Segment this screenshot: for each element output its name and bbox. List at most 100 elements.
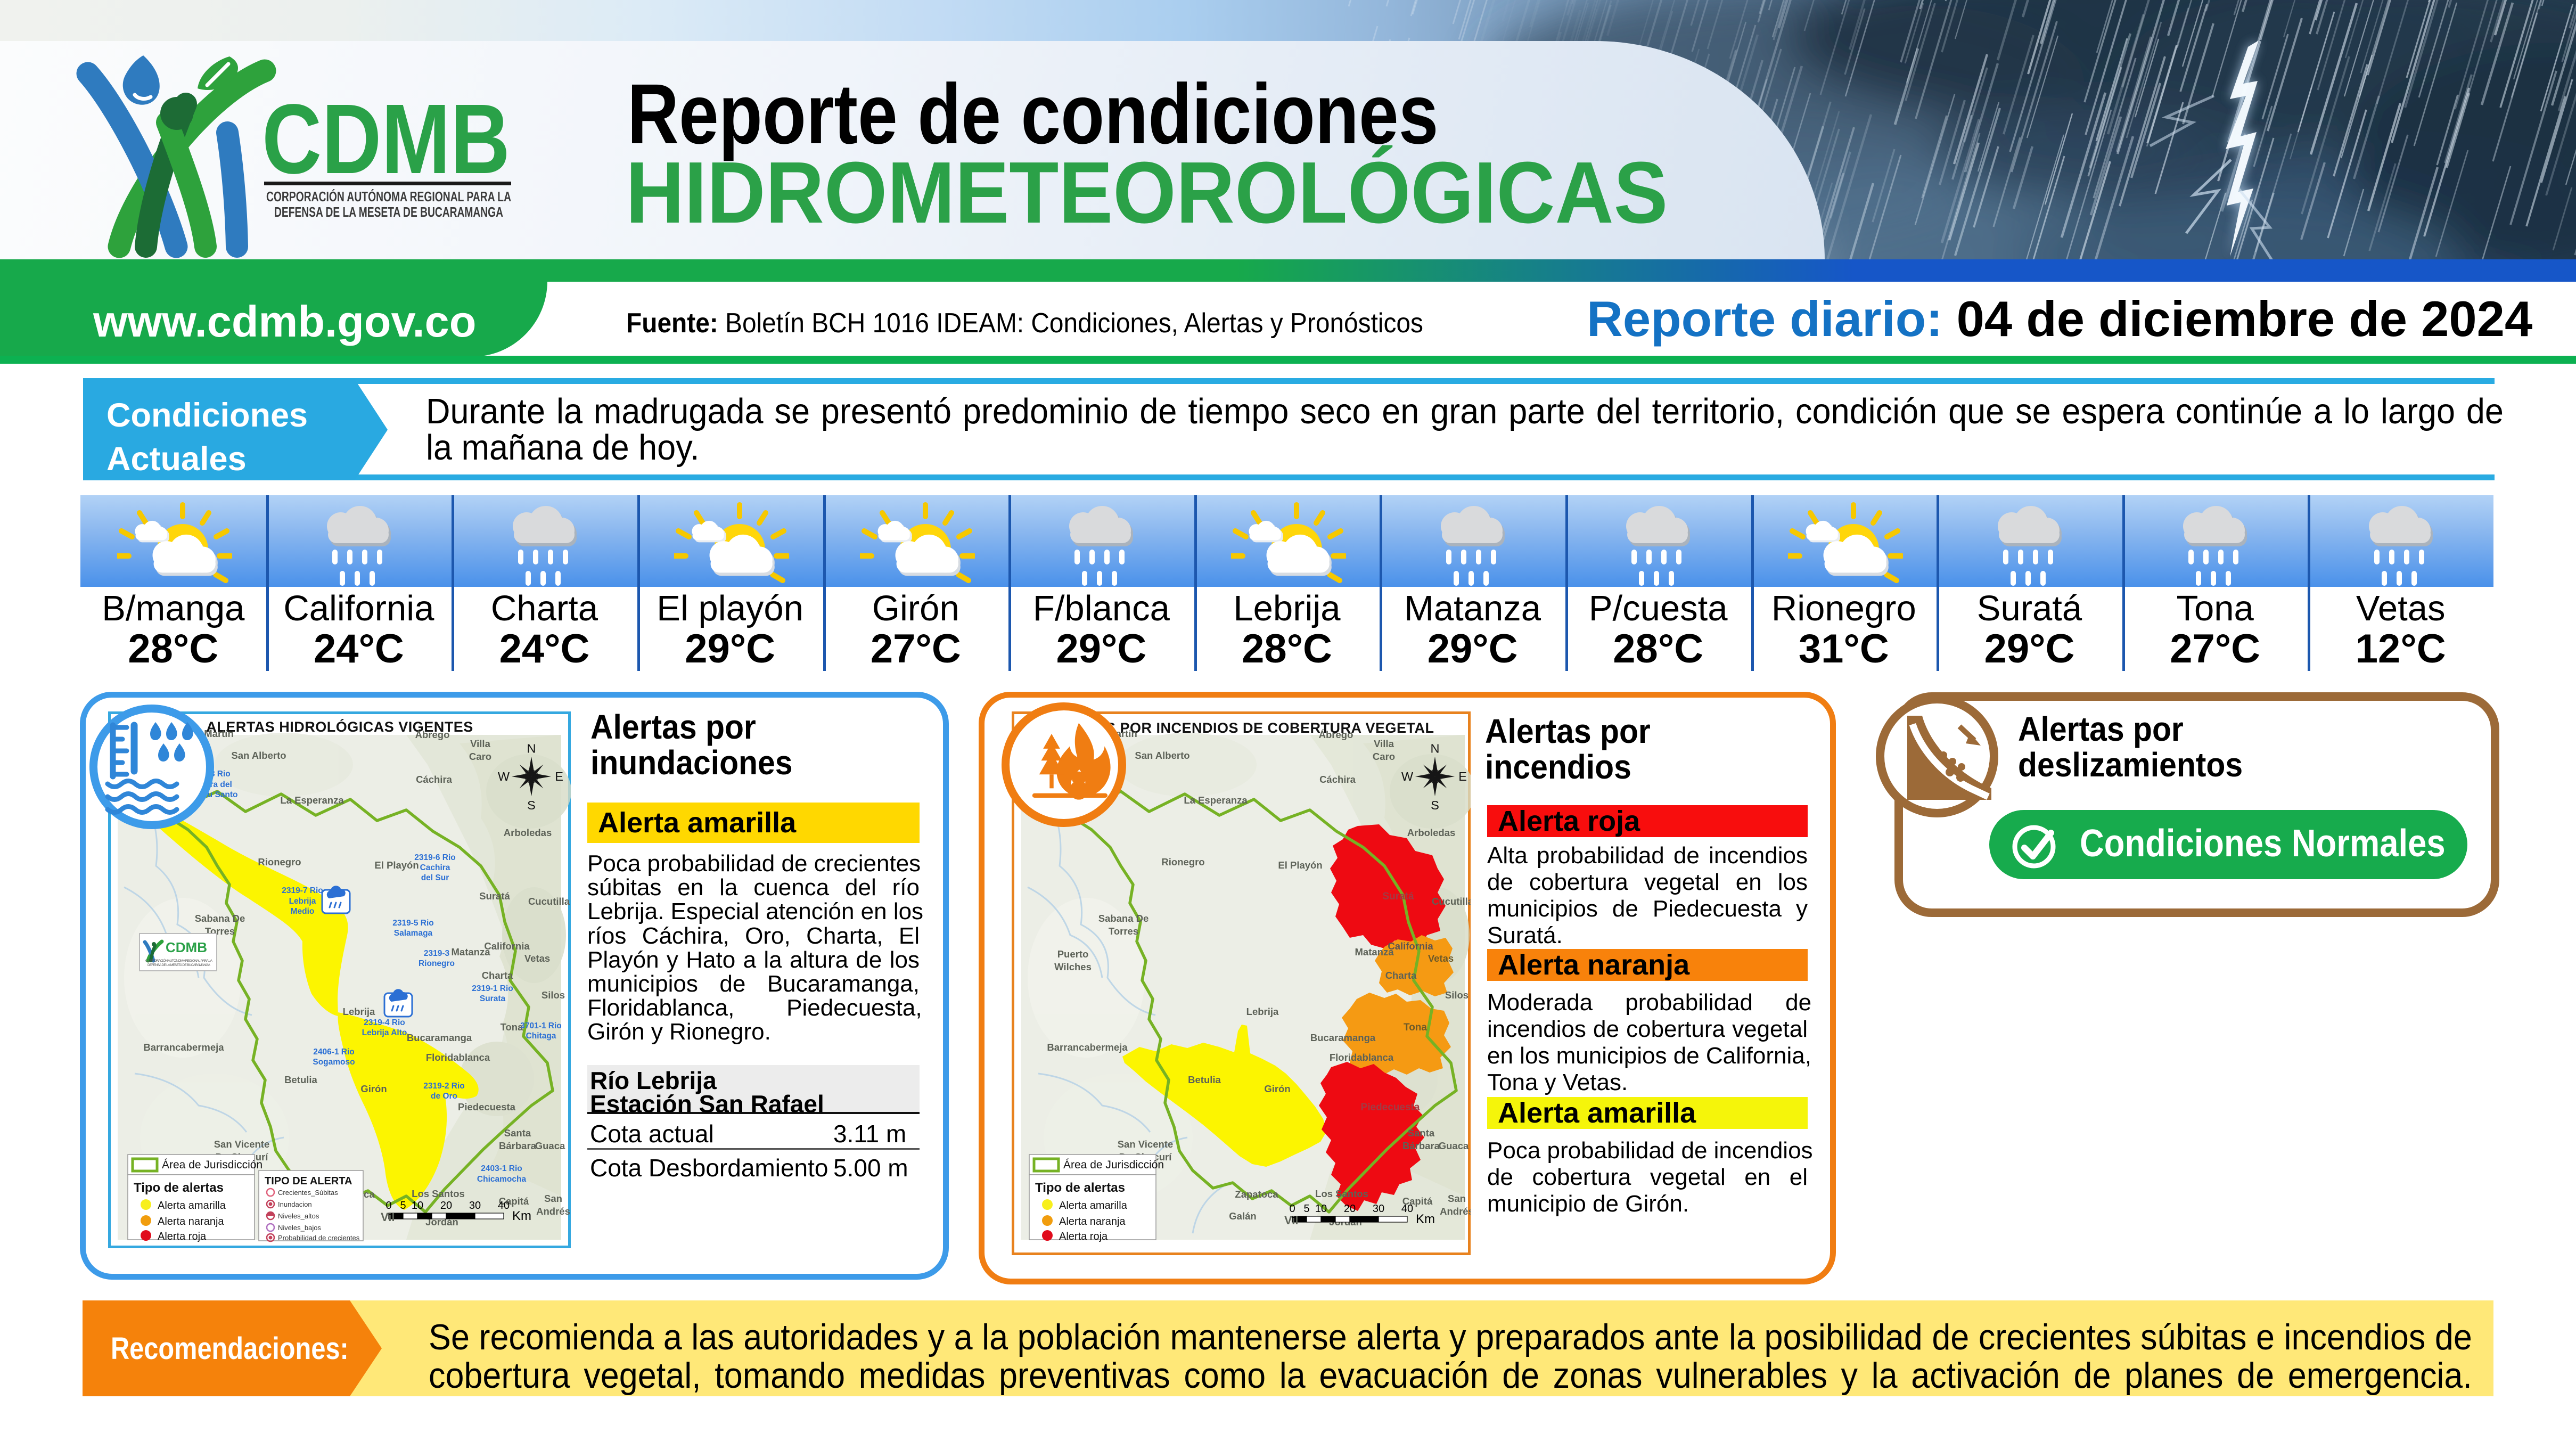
svg-text:El Playón: El Playón (1278, 859, 1322, 871)
svg-text:5: 5 (400, 1200, 406, 1211)
svg-text:Inundacion: Inundacion (278, 1200, 312, 1208)
svg-text:San: San (1448, 1193, 1466, 1204)
svg-text:W: W (498, 769, 510, 783)
svg-text:Piedecuesta: Piedecuesta (458, 1101, 516, 1112)
svg-text:Tipo de alertas: Tipo de alertas (134, 1181, 224, 1195)
svg-text:Bárbara: Bárbara (1402, 1140, 1440, 1151)
svg-text:San Alberto: San Alberto (231, 750, 286, 761)
svg-text:0: 0 (1289, 1203, 1295, 1215)
svg-text:Medio: Medio (291, 907, 315, 916)
svg-text:Ábrego: Ábrego (1319, 729, 1353, 740)
svg-text:40: 40 (1401, 1203, 1413, 1215)
svg-text:Surata: Surata (480, 994, 506, 1003)
svg-text:Alerta roja: Alerta roja (158, 1231, 207, 1242)
svg-text:Villa: Villa (470, 738, 490, 749)
svg-text:5: 5 (1303, 1203, 1309, 1215)
svg-text:20: 20 (1344, 1203, 1356, 1215)
svg-text:Silos: Silos (1445, 989, 1469, 1001)
svg-text:San Vicente: San Vicente (214, 1139, 270, 1150)
svg-text:CDMB: CDMB (166, 939, 207, 955)
svg-text:Martín: Martín (204, 728, 234, 739)
svg-text:Andrés: Andrés (1440, 1206, 1471, 1217)
svg-text:Suratá: Suratá (479, 890, 510, 902)
svg-text:Los Santos: Los Santos (1315, 1188, 1368, 1199)
svg-text:0: 0 (385, 1200, 391, 1211)
svg-text:La Esperanza: La Esperanza (280, 795, 344, 806)
svg-text:Guaca: Guaca (535, 1140, 565, 1151)
svg-text:Puerto: Puerto (1057, 948, 1089, 960)
svg-text:Rionegro: Rionegro (419, 959, 455, 968)
svg-text:Caro: Caro (1373, 751, 1395, 762)
svg-text:Alerta naranja: Alerta naranja (158, 1216, 224, 1227)
svg-text:Charta: Charta (1385, 970, 1417, 981)
svg-text:Área de Jurisdicción: Área de Jurisdicción (1063, 1159, 1164, 1171)
svg-text:Salamaga: Salamaga (394, 929, 433, 938)
svg-text:Tona: Tona (1404, 1022, 1427, 1033)
svg-text:S: S (527, 798, 536, 812)
svg-text:Bucaramanga: Bucaramanga (407, 1032, 472, 1043)
svg-text:Alerta amarilla: Alerta amarilla (1059, 1200, 1128, 1211)
svg-text:Cucutilla: Cucutilla (528, 896, 570, 907)
svg-text:Vil: Vil (1284, 1214, 1299, 1227)
svg-text:W: W (1401, 769, 1414, 783)
svg-text:Suratá: Suratá (1382, 891, 1414, 902)
svg-text:N: N (527, 741, 536, 755)
svg-text:La Esperanza: La Esperanza (1184, 795, 1248, 806)
svg-text:Cáchira: Cáchira (1319, 774, 1356, 785)
svg-text:30: 30 (1373, 1203, 1384, 1215)
svg-text:Floridablanca: Floridablanca (1330, 1052, 1394, 1063)
svg-text:2319-6 Rio: 2319-6 Rio (414, 853, 456, 862)
svg-text:Betulia: Betulia (1188, 1074, 1221, 1085)
svg-text:Vetas: Vetas (524, 953, 550, 964)
svg-text:10: 10 (412, 1200, 423, 1211)
svg-text:2319-2 Rio: 2319-2 Rio (423, 1082, 465, 1091)
svg-text:Silos: Silos (542, 989, 565, 1001)
svg-text:Lebrija: Lebrija (1246, 1006, 1279, 1017)
svg-text:Lebrija: Lebrija (289, 897, 316, 906)
svg-text:CORPORACIÓN AUTÓNOMA REGIONAL: CORPORACIÓN AUTÓNOMA REGIONAL PARA LA (266, 189, 511, 204)
svg-text:2319-1 Rio: 2319-1 Rio (472, 984, 513, 993)
svg-text:Niveles_bajos: Niveles_bajos (278, 1224, 321, 1232)
svg-text:Caro: Caro (469, 751, 491, 762)
svg-text:2406-1 Rio: 2406-1 Rio (313, 1047, 355, 1057)
svg-text:El Playón: El Playón (374, 859, 419, 871)
svg-text:Sogamoso: Sogamoso (313, 1058, 355, 1067)
svg-text:Sabana De: Sabana De (1098, 913, 1149, 924)
svg-text:Chitaga: Chitaga (526, 1032, 556, 1041)
svg-text:N: N (1430, 741, 1439, 755)
svg-text:Barrancabermeja: Barrancabermeja (1047, 1042, 1128, 1053)
svg-text:3701-1 Rio: 3701-1 Rio (520, 1021, 562, 1030)
svg-text:Tona: Tona (501, 1021, 524, 1033)
svg-text:2403-1 Rio: 2403-1 Rio (481, 1164, 522, 1173)
svg-text:de Oro: de Oro (431, 1092, 457, 1101)
svg-text:Cucutilla: Cucutilla (1432, 896, 1471, 907)
svg-text:Matanza: Matanza (452, 946, 491, 957)
svg-text:CORPORACIÓN AUTÓNOMA REGIONAL: CORPORACIÓN AUTÓNOMA REGIONAL PARA LA (145, 958, 213, 963)
svg-text:Tipo de alertas: Tipo de alertas (1035, 1181, 1125, 1195)
svg-text:CDMB: CDMB (262, 84, 510, 194)
svg-text:2319-5 Rio: 2319-5 Rio (392, 919, 434, 928)
svg-text:Barrancabermeja: Barrancabermeja (143, 1042, 224, 1053)
svg-text:Galán: Galán (1229, 1210, 1256, 1222)
svg-text:Santa: Santa (1408, 1127, 1435, 1139)
svg-text:Capitá: Capitá (499, 1196, 529, 1207)
svg-text:Lebrija Alto: Lebrija Alto (362, 1028, 407, 1037)
svg-text:Área de Jurisdicción: Área de Jurisdicción (162, 1159, 262, 1171)
svg-text:Rionegro: Rionegro (1161, 856, 1204, 867)
svg-text:Zapatoca: Zapatoca (1235, 1189, 1278, 1200)
svg-text:Los Santos: Los Santos (412, 1188, 465, 1199)
svg-text:Bucaramanga: Bucaramanga (1310, 1032, 1376, 1043)
svg-text:Alerta naranja: Alerta naranja (1059, 1216, 1126, 1227)
svg-text:del Sur: del Sur (421, 873, 449, 882)
svg-text:30: 30 (469, 1200, 481, 1211)
svg-text:DEFENSA DE LA MESETA DE BUCARA: DEFENSA DE LA MESETA DE BUCARAMANGA (147, 963, 211, 967)
svg-text:Km: Km (512, 1209, 531, 1223)
svg-text:Girón: Girón (1264, 1083, 1290, 1094)
svg-text:Ábrego: Ábrego (415, 729, 450, 740)
svg-text:Floridablanca: Floridablanca (426, 1052, 490, 1063)
svg-text:ALERTAS HIDROLÓGICAS VIGENTES: ALERTAS HIDROLÓGICAS VIGENTES (206, 718, 473, 735)
svg-text:Vetas: Vetas (1428, 953, 1454, 964)
svg-text:Piedecuesta: Piedecuesta (1361, 1102, 1420, 1113)
svg-text:Arboledas: Arboledas (504, 827, 552, 838)
svg-text:Betulia: Betulia (284, 1074, 317, 1085)
